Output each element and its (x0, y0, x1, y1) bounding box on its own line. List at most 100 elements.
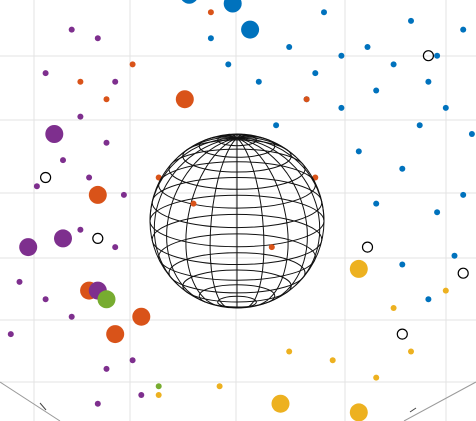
scatter-point-blue (207, 35, 214, 42)
scatter-point-yellow (373, 374, 380, 381)
scatter-point-yellow (390, 305, 397, 311)
scatter-point-blue (399, 165, 406, 172)
scatter-point-blue (468, 131, 475, 137)
sphere-meridian (221, 134, 238, 139)
scatter-point-purple (42, 70, 49, 77)
scatter-point-yellow (286, 348, 293, 355)
axis-line (0, 381, 61, 421)
scatter-point-purple (19, 238, 38, 257)
scatter-point-purple (77, 113, 84, 120)
sphere-meridian (236, 135, 270, 141)
scatter-point-blue (286, 44, 293, 50)
scatter-point-blue (460, 26, 467, 33)
scatter-point-orange (312, 174, 319, 181)
scatter-point-purple (68, 313, 75, 320)
highlight-marker (92, 232, 104, 244)
sphere-meridian (236, 137, 289, 307)
scatter-point-blue (321, 9, 327, 16)
sphere-meridian (236, 136, 296, 157)
sphere-meridian (153, 137, 238, 286)
scatter-point-blue (223, 0, 242, 13)
axis-line (403, 381, 476, 421)
sphere-meridian (204, 135, 238, 141)
sphere-meridian (236, 137, 265, 309)
scatter-point-purple (68, 26, 75, 33)
scatter-point-orange (77, 78, 84, 85)
scatter-point-green (155, 383, 162, 390)
scatter-point-yellow (155, 392, 162, 398)
scatter-point-orange (106, 325, 125, 344)
scatter-point-purple (103, 139, 110, 146)
highlight-marker (396, 328, 408, 340)
scatter-point-purple (138, 392, 145, 398)
scatter-point-blue (425, 296, 432, 303)
scatter-point-blue (273, 122, 280, 129)
scatter-point-blue (390, 61, 397, 68)
scatter-point-orange (129, 61, 136, 68)
scatter-point-orange (268, 244, 275, 251)
scatter-point-orange (207, 9, 214, 16)
sphere-meridian (236, 137, 325, 222)
scatter-point-orange (132, 307, 151, 326)
axis-tick (409, 407, 417, 413)
scatter-point-purple (77, 226, 84, 233)
scatter-point-blue (255, 78, 262, 85)
axis-tick (39, 402, 47, 411)
scatter-point-blue (355, 148, 362, 155)
sphere-meridian (209, 137, 238, 309)
scatter-point-yellow (216, 383, 223, 390)
sphere-meridian (228, 133, 238, 139)
scatter-point-purple (16, 278, 23, 285)
scatter-point-orange (88, 185, 107, 204)
scatter-point-yellow (349, 259, 368, 278)
scatter-point-blue (338, 52, 345, 59)
scatter-point-blue (364, 44, 371, 50)
scatter-point-purple (120, 191, 127, 198)
sphere-meridian (149, 137, 238, 222)
scatter-point-blue (425, 78, 432, 85)
highlight-marker (422, 50, 434, 62)
scatter-point-purple (42, 296, 49, 303)
scatter-point-blue (373, 200, 380, 207)
highlight-marker (39, 171, 52, 184)
scatter-point-yellow (442, 287, 449, 294)
sphere-meridian (236, 137, 308, 303)
wireframe-sphere (149, 133, 325, 309)
scatter-point-yellow (271, 394, 290, 413)
scatter-point-blue (373, 87, 380, 94)
scatter-point-purple (129, 357, 136, 364)
sphere-meridian (236, 137, 321, 286)
scatter-point-orange (190, 200, 197, 207)
sphere-meridian (185, 137, 238, 307)
scatter-point-purple (112, 78, 119, 85)
scatter-point-purple (112, 244, 119, 251)
points-back-layer (7, 0, 475, 421)
scatter-point-orange (303, 96, 310, 103)
scatter-point-blue (442, 104, 449, 111)
scatter-point-blue (408, 17, 414, 24)
scatter-point-blue (338, 104, 345, 111)
scatter-point-blue (312, 70, 319, 77)
sphere-meridian (178, 136, 238, 157)
scatter-point-purple (86, 174, 93, 181)
scatter-point-blue (451, 252, 458, 259)
scatter-point-blue (241, 20, 260, 39)
scatter-point-blue (434, 52, 441, 59)
scatter-point-orange (103, 96, 110, 103)
scatter-point-purple (103, 365, 110, 372)
scatter-point-purple (54, 229, 72, 248)
highlight-marker (361, 241, 374, 253)
scatter-point-yellow (408, 348, 414, 355)
scatter-point-purple (33, 183, 40, 190)
scatter-point-blue (460, 191, 467, 198)
scatter-point-blue (225, 61, 232, 68)
scatter-point-purple (60, 157, 66, 164)
scatter-point-purple (94, 400, 101, 407)
scatter-point-yellow (349, 403, 368, 421)
scatter-point-purple (45, 125, 64, 143)
scatter-point-blue (399, 261, 406, 268)
scatter-point-green (97, 290, 116, 309)
highlight-marker (457, 267, 469, 279)
